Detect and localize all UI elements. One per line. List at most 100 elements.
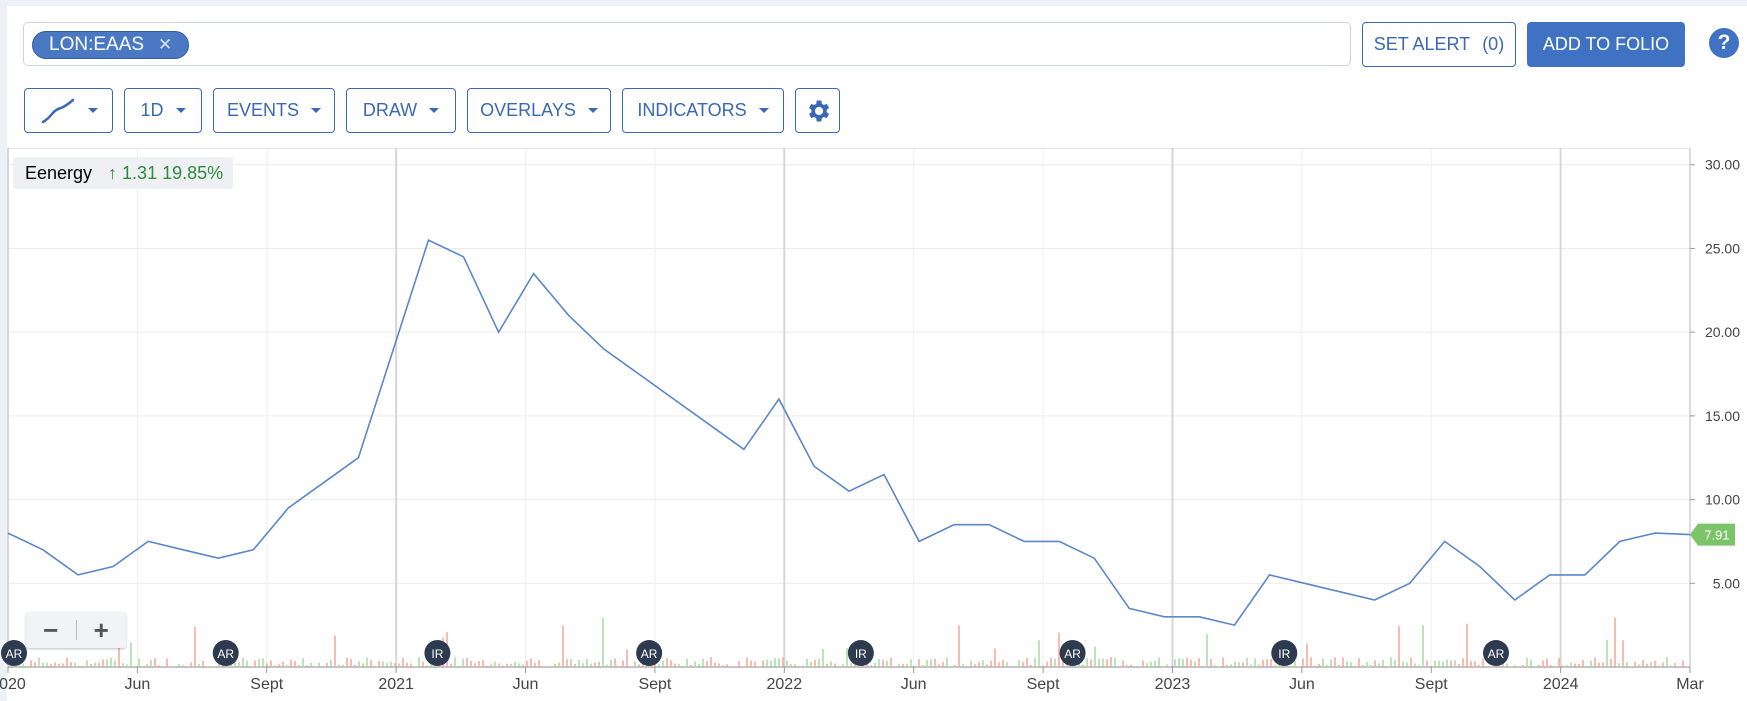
price-chart[interactable]: 2020 Jun Sept 2021 Jun Sept 2022 Jun Sept 2023 Jun… — [0, 148, 1747, 701]
volume-bar — [1402, 661, 1404, 667]
volume-bar — [54, 662, 56, 667]
chevron-down-icon — [87, 108, 98, 113]
volume-bar — [786, 660, 788, 667]
volume-bar — [1206, 633, 1208, 667]
zoom-out-button[interactable]: − — [43, 615, 59, 645]
volume-bar — [1582, 659, 1584, 667]
volume-bar — [1550, 665, 1552, 667]
volume-bar — [406, 662, 408, 667]
volume-bar — [1042, 665, 1044, 667]
volume-bar — [278, 663, 280, 667]
volume-bar — [522, 664, 524, 667]
set-alert-button[interactable]: SET ALERT (0) — [1362, 22, 1516, 67]
volume-bar — [570, 659, 572, 667]
volume-bar — [1262, 659, 1264, 667]
volume-bar — [790, 664, 792, 667]
volume-bar — [1662, 662, 1664, 667]
volume-bar — [1634, 661, 1636, 667]
volume-bar — [1114, 657, 1116, 667]
volume-bar — [722, 665, 724, 667]
add-to-folio-button[interactable]: ADD TO FOLIO — [1527, 22, 1685, 67]
events-dropdown[interactable]: EVENTS — [213, 88, 335, 133]
help-icon[interactable]: ? — [1709, 28, 1739, 58]
volume-bar — [698, 664, 700, 667]
volume-bar — [514, 661, 516, 667]
volume-bar — [238, 662, 240, 667]
settings-button[interactable] — [795, 88, 840, 133]
ticker-tag[interactable]: LON:EAAS ✕ — [32, 31, 190, 59]
volume-bar — [398, 663, 400, 667]
volume-bar — [306, 665, 308, 667]
volume-bar — [906, 664, 908, 667]
close-icon[interactable]: ✕ — [158, 35, 173, 54]
event-marker — [1, 640, 27, 666]
volume-bar — [1338, 664, 1340, 667]
chevron-down-icon — [587, 108, 598, 113]
volume-bar — [374, 665, 376, 667]
volume-bar — [30, 660, 32, 667]
volume-bar — [154, 658, 156, 667]
volume-bar — [662, 661, 664, 667]
volume-bar — [1038, 640, 1040, 667]
draw-dropdown[interactable]: DRAW — [346, 88, 456, 133]
event-marker — [847, 640, 874, 666]
volume-bar — [1390, 657, 1392, 667]
volume-bar — [1602, 662, 1604, 667]
volume-bar — [998, 662, 1000, 667]
volume-bar — [842, 664, 844, 667]
volume-bar — [274, 665, 276, 667]
volume-bar — [1438, 660, 1440, 667]
volume-bar — [1150, 661, 1152, 667]
volume-bar — [126, 664, 128, 667]
overlays-dropdown[interactable]: OVERLAYS — [467, 88, 611, 133]
volume-bar — [1002, 659, 1004, 667]
x-tick-label: Jun — [1289, 676, 1315, 693]
volume-bar — [390, 661, 392, 667]
volume-bar — [1378, 663, 1380, 667]
volume-bar — [414, 666, 416, 667]
volume-bar — [882, 659, 884, 667]
volume-bar — [1638, 664, 1640, 667]
volume-bar — [1362, 664, 1364, 667]
symbol-search-input[interactable]: LON:EAAS ✕ — [23, 22, 1351, 66]
volume-bar — [1210, 658, 1212, 667]
volume-bar — [1238, 662, 1240, 667]
zoom-in-button[interactable]: + — [93, 615, 109, 645]
volume-bar — [322, 665, 324, 667]
volume-bar — [1090, 659, 1092, 667]
volume-bar — [166, 658, 168, 667]
volume-bar — [1522, 665, 1524, 667]
volume-bar — [22, 664, 24, 667]
volume-bar — [350, 658, 352, 667]
indicators-dropdown[interactable]: INDICATORS — [622, 88, 784, 133]
volume-bar — [794, 664, 796, 667]
chart-type-dropdown[interactable] — [24, 88, 113, 133]
volume-bar — [1026, 658, 1028, 667]
volume-bar — [742, 666, 744, 667]
volume-bar — [1682, 660, 1684, 667]
volume-bar — [1342, 657, 1344, 667]
volume-bar — [1006, 662, 1008, 667]
volume-bar — [974, 664, 976, 667]
volume-bar — [1666, 657, 1668, 667]
volume-bar — [1654, 660, 1656, 667]
volume-bar — [1574, 663, 1576, 667]
line-chart-icon — [41, 98, 74, 123]
volume-bar — [1126, 664, 1128, 667]
volume-bar — [1186, 657, 1188, 667]
volume-bar — [1102, 658, 1104, 667]
volume-bar — [706, 661, 708, 667]
volume-bar — [286, 665, 288, 667]
event-marker — [424, 640, 451, 666]
volume-bar — [1230, 664, 1232, 667]
volume-bar — [678, 663, 680, 667]
volume-bar — [1410, 657, 1412, 667]
volume-bar — [1250, 664, 1252, 667]
volume-bar — [394, 663, 396, 667]
volume-bar — [490, 664, 492, 667]
event-marker-label: AR — [217, 647, 234, 661]
volume-bar — [762, 660, 764, 667]
interval-dropdown[interactable]: 1D — [124, 88, 202, 133]
volume-bar — [1506, 663, 1508, 667]
volume-bar — [1382, 659, 1384, 667]
